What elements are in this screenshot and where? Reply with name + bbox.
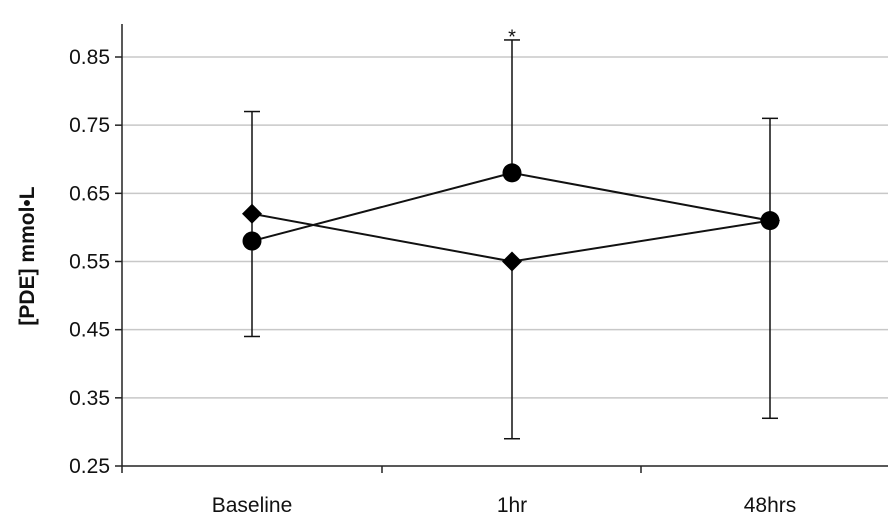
diamond-marker — [242, 203, 262, 224]
error-bars — [244, 39, 778, 440]
x-tick-label: 1hr — [497, 494, 527, 517]
diamond-marker — [502, 251, 522, 272]
series-line-2 — [251, 171, 771, 243]
y-tick-label: 0.45 — [69, 319, 110, 342]
significance-asterisk: * — [508, 27, 516, 49]
axes — [115, 24, 888, 473]
series-markers — [242, 163, 780, 272]
y-axis-label: [PDE] mmol•L — [16, 186, 39, 325]
series-lines — [251, 171, 771, 263]
y-tick-label: 0.55 — [69, 251, 110, 274]
circle-marker — [502, 163, 522, 183]
annotations: * — [508, 27, 516, 49]
circle-marker — [242, 231, 262, 251]
y-tick-labels: 0.25 0.35 0.45 0.55 0.65 0.75 0.85 — [69, 46, 110, 478]
y-tick-label: 0.85 — [69, 46, 110, 69]
y-tick-label: 0.75 — [69, 114, 110, 137]
circle-marker — [760, 211, 780, 231]
y-tick-label: 0.25 — [69, 455, 110, 478]
x-tick-labels: Baseline 1hr 48hrs — [212, 494, 797, 517]
y-tick-label: 0.65 — [69, 182, 110, 205]
y-tick-label: 0.35 — [69, 387, 110, 410]
x-tick-label: 48hrs — [744, 494, 797, 517]
x-tick-label: Baseline — [212, 494, 293, 517]
